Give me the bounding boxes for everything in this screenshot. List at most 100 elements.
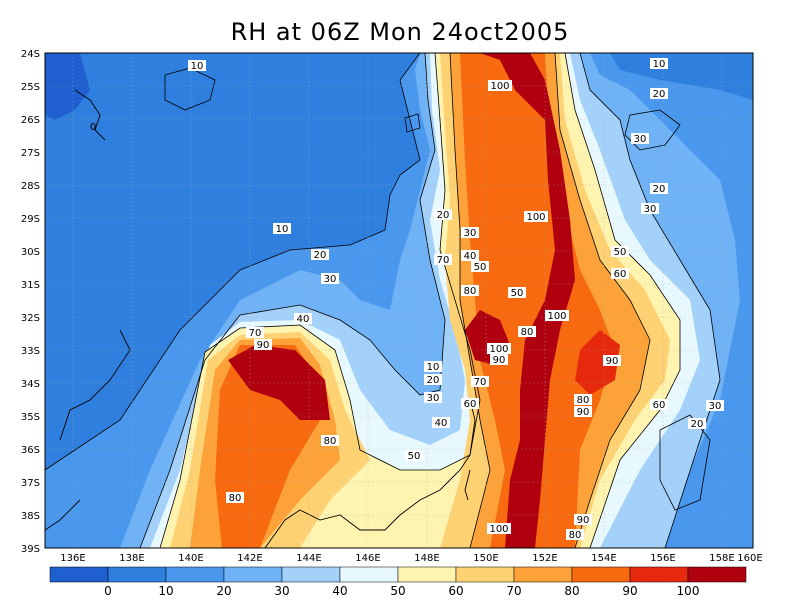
colorbar-tick-label: 100: [677, 584, 700, 598]
lon-label: 136E: [60, 553, 85, 564]
colorbar-swatch: [571, 566, 631, 583]
contour-label: 20: [427, 375, 440, 386]
contour-label: 20: [653, 184, 666, 195]
contour-label: 10: [653, 59, 666, 70]
lat-label: 29S: [21, 214, 40, 225]
lat-label: 34S: [21, 379, 40, 390]
rh-field: [45, 53, 753, 548]
lon-label: 158E: [709, 553, 734, 564]
contour-label: 90: [257, 340, 270, 351]
lat-label: 24S: [21, 49, 40, 60]
lat-label: 36S: [21, 445, 40, 456]
grid-lines: [45, 53, 753, 548]
colorbar: 0 10 20 30 40 50 60 70 80 90 100: [49, 566, 747, 598]
rh-100-core-east: [480, 53, 575, 548]
lon-label: 150E: [473, 553, 498, 564]
lon-label: 156E: [650, 553, 675, 564]
contour-label: 80: [569, 530, 582, 541]
contour-label-group: 10 10 10 10 20 20 20 20 20 20 30 30 30 3…: [90, 58, 724, 541]
contour-label: 30: [644, 204, 657, 215]
contour-label: 70: [474, 377, 487, 388]
colorbar-swatch: [687, 566, 747, 583]
lat-label: 39S: [21, 544, 40, 555]
colorbar-tick-label: 80: [564, 584, 579, 598]
lon-label: 146E: [355, 553, 380, 564]
lon-labels: 136E 138E 140E 142E 144E 146E 148E 150E …: [60, 553, 762, 564]
contour-label: 60: [464, 399, 477, 410]
lat-label: 38S: [21, 511, 40, 522]
contour-label: 20: [437, 210, 450, 221]
contour-label: 90: [577, 407, 590, 418]
lon-label: 160E: [737, 553, 762, 564]
lon-label: 138E: [119, 553, 144, 564]
colorbar-swatch: [455, 566, 515, 583]
lon-label: 140E: [178, 553, 203, 564]
lon-label: 148E: [414, 553, 439, 564]
contour-label: 80: [324, 436, 337, 447]
lat-label: 35S: [21, 412, 40, 423]
coastline: [45, 89, 476, 548]
lat-label: 30S: [21, 247, 40, 258]
contour-label: 100: [489, 344, 508, 355]
lat-labels: 24S 25S 26S 27S 28S 29S 30S 31S 32S 33S …: [21, 49, 40, 555]
contour-label: 40: [297, 314, 310, 325]
contour-label: 50: [614, 247, 627, 258]
contour-label: 70: [437, 255, 450, 266]
contour-label: 30: [634, 134, 647, 145]
rh-0-10-area: [45, 53, 90, 120]
contour-label: 30: [709, 401, 722, 412]
lat-label: 37S: [21, 478, 40, 489]
lat-label: 26S: [21, 115, 40, 126]
colorbar-swatch: [165, 566, 225, 583]
colorbar-swatch: [281, 566, 341, 583]
contour-label: 40: [435, 418, 448, 429]
contour-label: 100: [526, 212, 545, 223]
colorbar-swatch: [49, 566, 109, 583]
colorbar-tick-label: 90: [622, 584, 637, 598]
contour-label: 100: [490, 81, 509, 92]
contour-label: 70: [249, 328, 262, 339]
colorbar-swatch: [107, 566, 167, 583]
contour-label: 50: [408, 451, 421, 462]
colorbar-swatch: [629, 566, 689, 583]
colorbar-swatch: [397, 566, 457, 583]
contour-label: 50: [511, 288, 524, 299]
lat-label: 31S: [21, 280, 40, 291]
contour-label: 60: [653, 400, 666, 411]
contour-label: 80: [464, 286, 477, 297]
lat-label: 25S: [21, 82, 40, 93]
colorbar-tick-label: 20: [216, 584, 231, 598]
contour-label: 80: [577, 395, 590, 406]
contour-lines: [45, 53, 721, 548]
lat-label: 27S: [21, 148, 40, 159]
contour-label: 50: [474, 262, 487, 273]
contour-label: 80: [229, 493, 242, 504]
lat-label: 32S: [21, 313, 40, 324]
contour-label: 10: [427, 362, 440, 373]
rh-90-100-area-east: [460, 53, 615, 548]
contour-label: 20: [691, 419, 704, 430]
contour-label: 40: [464, 251, 477, 262]
contour-label: 90: [493, 355, 506, 366]
colorbar-tick-label: 30: [274, 584, 289, 598]
contour-label: 90: [606, 356, 619, 367]
lat-label: 33S: [21, 346, 40, 357]
map-frame: [44, 52, 754, 549]
lon-label: 152E: [532, 553, 557, 564]
lat-label: 28S: [21, 181, 40, 192]
contour-label: 80: [521, 327, 534, 338]
colorbar-tick-label: 70: [506, 584, 521, 598]
contour-label: 10: [191, 61, 204, 72]
colorbar-tick-label: 0: [104, 584, 112, 598]
contour-label: 30: [324, 274, 337, 285]
contour-label-zero: 0: [90, 122, 96, 133]
colorbar-swatch: [513, 566, 573, 583]
contour-label: 60: [614, 269, 627, 280]
colorbar-tick-label: 10: [158, 584, 173, 598]
contour-label: 20: [314, 250, 327, 261]
lon-label: 142E: [237, 553, 262, 564]
map-title: RH at 06Z Mon 24oct2005: [230, 18, 570, 46]
contour-label: 90: [577, 515, 590, 526]
colorbar-swatch: [339, 566, 399, 583]
